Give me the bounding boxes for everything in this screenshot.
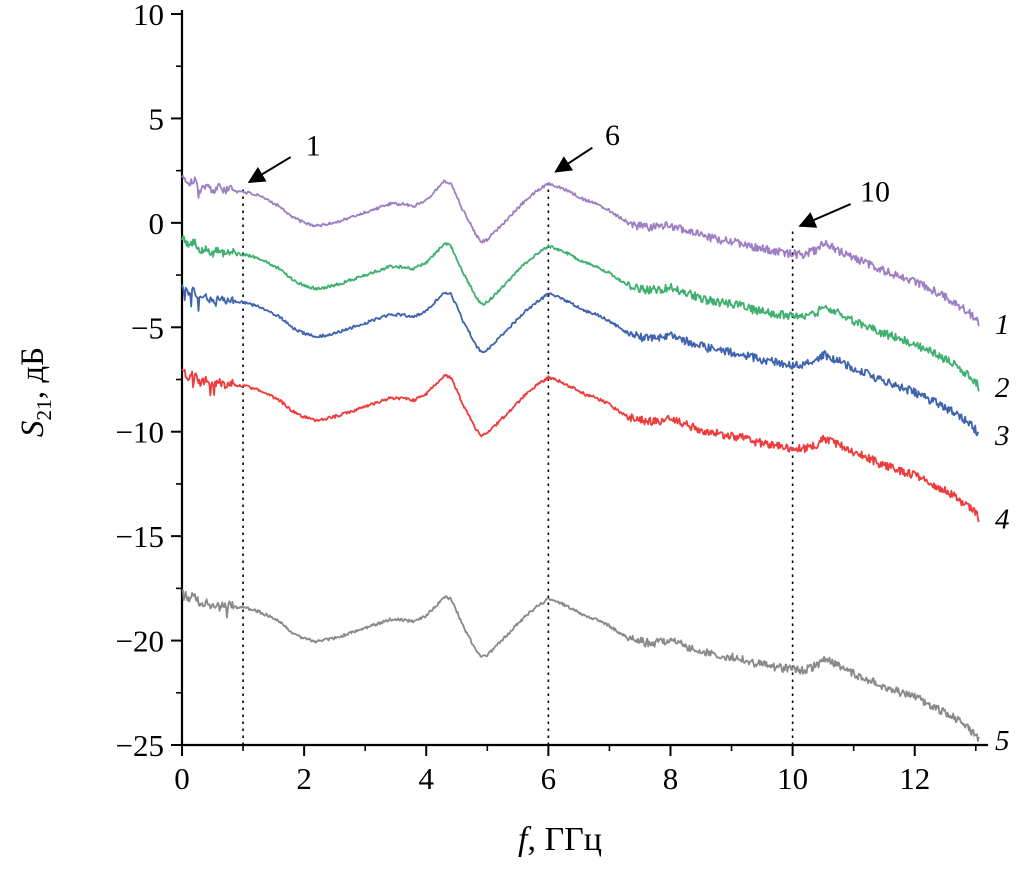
annotation-label-6: 6 <box>605 119 620 152</box>
y-tick-label: −5 <box>131 310 164 345</box>
curve-4 <box>181 368 980 523</box>
y-axis-label-symbol: S <box>15 420 52 438</box>
y-tick-label: −25 <box>116 728 164 763</box>
x-axis-label-symbol: f <box>518 821 528 858</box>
axes-group: 0 2 4 6 8 10 12 10 5 0 −5 −10 −15 −20 −25 <box>116 0 988 796</box>
y-tick-label: −20 <box>116 624 164 659</box>
curve-2 <box>181 235 980 392</box>
y-axis-label-subscript: 21 <box>31 399 56 421</box>
reference-lines-group <box>242 180 794 745</box>
annotations-group: 1 610 <box>247 119 890 228</box>
series-label-4: 4 <box>995 503 1010 535</box>
curves-group <box>181 174 980 742</box>
x-tick-label: 0 <box>174 761 190 796</box>
x-tick-label: 6 <box>541 761 557 796</box>
series-label-5: 5 <box>995 725 1010 757</box>
y-tick-label: −10 <box>116 415 164 450</box>
y-axis-label: S21, дБ <box>15 347 57 437</box>
x-axis-label: f, ГГц <box>518 821 602 859</box>
annotation-label-10: 10 <box>860 176 890 209</box>
series-label-1: 1 <box>995 309 1010 341</box>
x-tick-label: 4 <box>418 761 434 796</box>
annotation-label-1: 1 <box>306 130 321 163</box>
y-tick-label: −15 <box>116 519 164 554</box>
curve-3 <box>181 284 979 437</box>
y-axis-label-units: , дБ <box>15 346 52 400</box>
annotation-arrow-6 <box>554 146 593 173</box>
curve-5 <box>181 589 980 742</box>
series-labels-group: 1 2 3 4 5 <box>994 309 1010 757</box>
curve-1 <box>181 174 980 327</box>
x-axis-label-units: , ГГц <box>527 821 602 858</box>
series-label-3: 3 <box>994 420 1010 452</box>
y-tick-label: 0 <box>149 206 165 241</box>
annotation-arrow-10 <box>798 203 852 228</box>
y-tick-label: 10 <box>133 0 164 32</box>
x-tick-label: 2 <box>296 761 312 796</box>
series-label-2: 2 <box>995 372 1010 404</box>
annotation-arrow-1 <box>247 156 292 184</box>
y-tick-label: 5 <box>149 101 165 136</box>
x-tick-label: 8 <box>663 761 679 796</box>
x-tick-label: 10 <box>777 761 808 796</box>
x-tick-label: 12 <box>899 761 930 796</box>
